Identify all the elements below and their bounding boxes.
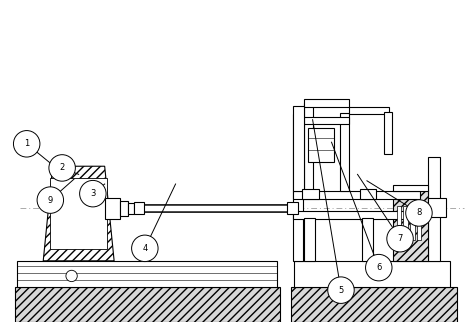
Circle shape — [66, 270, 77, 282]
Bar — [393, 185, 428, 191]
Bar — [292, 287, 457, 322]
Text: 6: 6 — [376, 263, 382, 272]
Bar — [304, 99, 348, 107]
Text: 3: 3 — [90, 189, 96, 198]
Bar — [287, 202, 299, 214]
Bar — [417, 206, 421, 240]
Bar — [145, 205, 287, 211]
Bar — [360, 189, 376, 199]
Polygon shape — [43, 166, 114, 261]
Bar — [304, 117, 348, 124]
Bar — [403, 206, 408, 240]
Circle shape — [406, 200, 432, 226]
Bar — [293, 191, 420, 199]
Bar — [293, 106, 304, 191]
Bar — [393, 190, 428, 261]
Circle shape — [365, 255, 392, 281]
Bar — [293, 114, 303, 261]
Circle shape — [387, 225, 413, 252]
Text: 2: 2 — [60, 163, 65, 172]
Circle shape — [37, 187, 64, 213]
Bar — [304, 218, 315, 261]
Text: 4: 4 — [142, 244, 147, 253]
Bar — [410, 206, 415, 240]
Bar — [383, 112, 392, 154]
Text: 5: 5 — [338, 286, 344, 295]
Bar — [348, 107, 389, 114]
Text: 8: 8 — [416, 208, 422, 217]
Bar — [302, 189, 319, 199]
Text: 9: 9 — [48, 196, 53, 204]
Circle shape — [132, 235, 158, 262]
Bar — [134, 202, 145, 214]
Bar — [15, 287, 280, 322]
Bar — [105, 198, 120, 219]
Bar — [397, 206, 401, 240]
Text: 1: 1 — [24, 139, 29, 148]
Circle shape — [328, 277, 354, 303]
Bar — [308, 129, 334, 162]
Bar — [428, 157, 440, 261]
Bar — [50, 178, 107, 249]
Circle shape — [13, 130, 40, 157]
Bar — [17, 261, 277, 287]
Bar — [293, 211, 420, 219]
Text: 7: 7 — [397, 234, 403, 243]
Bar — [294, 261, 450, 287]
Bar — [340, 113, 348, 191]
Bar — [128, 203, 134, 214]
Bar — [428, 198, 447, 217]
Bar — [304, 103, 313, 191]
Circle shape — [80, 181, 106, 207]
Circle shape — [49, 155, 75, 181]
Bar — [120, 201, 128, 216]
Bar — [362, 218, 373, 261]
